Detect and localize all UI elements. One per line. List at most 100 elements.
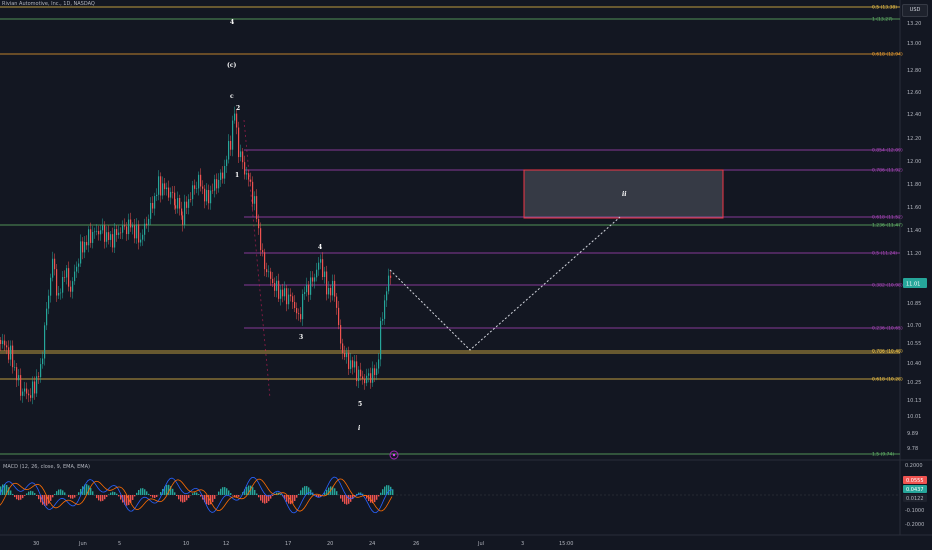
candle-body [340,325,342,344]
candle-body [86,241,88,246]
price-tick: 10.13 [907,398,921,404]
macd-bar [246,486,248,495]
macd-bar [84,484,86,495]
alert-marker-icon[interactable] [389,450,399,460]
candle-body [350,360,352,369]
time-tick: 24 [369,541,375,547]
fib-label: 1.236 (11.47) [872,223,903,229]
macd-bar [178,495,180,500]
trend-dashed-line [243,119,271,399]
macd-bar [186,495,188,501]
fib-label: 0.236 (10.65) [872,326,903,332]
signal-value: 0.0437 [906,487,924,493]
time-tick: 15:00 [559,541,573,547]
candle-body [236,113,238,128]
macd-bar [356,493,358,495]
candle-body [240,151,242,158]
macd-bar [382,489,384,495]
price-axis[interactable]: 13.20 13.00 12.80 12.60 12.40 12.20 12.00 11.80… [907,21,921,452]
candle-body [6,345,8,348]
candle-body [294,302,296,309]
candle-body [280,289,282,299]
candle-body [78,263,80,267]
macd-bar [254,489,256,495]
candle-body [324,271,326,278]
candle-body [300,314,302,320]
symbol-title[interactable]: Rivian Automotive, Inc., 1D, NASDAQ [2,1,95,7]
macd-bar [286,495,288,502]
candle-body [166,187,168,190]
fib-levels: 0.5 (13.38) 1 (13.27) 0.618 (12.94) 0.854 (… [0,5,903,458]
candle-body [270,271,272,279]
macd-bar [294,495,296,501]
macd-bar [30,490,32,495]
macd-bar [258,495,260,498]
macd-bar [224,487,226,495]
macd-bar [296,495,298,498]
candle-body [162,183,164,196]
macd-bar [78,492,80,495]
macd-line [0,476,393,514]
macd-bar [346,495,348,505]
target-zone[interactable] [523,169,724,219]
candle-body [14,367,16,368]
macd-bar [138,490,140,495]
macd-bar [72,495,74,499]
macd-bar [104,495,106,500]
candle-body [138,224,140,243]
macd-bar [194,492,196,495]
macd-bar [170,486,172,495]
macd-indicator-title[interactable]: MACD (12, 26, close, 9, EMA, EMA) [3,464,90,470]
candle-body [374,368,376,375]
zone-label-ii: ii [622,191,627,198]
candle-body [234,113,236,121]
candle-body [378,359,380,369]
candle-body [116,229,118,235]
macd-bar [266,495,268,503]
candle-body [179,198,181,209]
candle-body [134,225,136,239]
candle-body [310,277,312,295]
time-tick: 20 [327,541,333,547]
macd-bar [0,486,2,495]
currency-button[interactable]: USD [902,4,928,17]
candle-body [172,191,174,193]
candle-body [354,361,356,368]
candle-body [92,231,94,243]
candle-body [76,266,78,272]
time-axis[interactable]: 30 Jun 5 10 12 17 20 24 26 Jul 3 15:00 [33,541,573,547]
macd-bar [342,495,344,502]
candle-body [256,196,258,220]
candle-body [210,190,212,204]
candle-body [184,201,186,225]
time-tick: 3 [521,541,524,547]
candle-body [130,219,132,228]
macd-bar [392,489,394,495]
macd-bar [340,495,342,499]
macd-bar [354,495,356,497]
candle-body [322,259,324,278]
price-tick: 12.80 [907,68,921,74]
candle-body [174,192,176,206]
candle-body [246,173,248,175]
candle-body [222,172,224,179]
macd-bar [326,489,328,495]
candle-body [88,229,90,246]
price-pane[interactable] [0,0,900,460]
time-tick: 10 [183,541,189,547]
macd-bar [106,495,108,497]
macd-bar [58,489,60,495]
time-tick: 5 [118,541,121,547]
candle-body [290,294,292,297]
macd-bar [56,491,58,495]
wave-label-1: 1 [235,172,239,179]
candle-body [200,174,202,187]
candle-body [44,325,46,359]
macd-bar [140,488,142,495]
candle-body [202,186,204,189]
candle-body [332,280,334,296]
macd-bar [372,495,374,504]
candle-body [334,280,336,297]
candle-body [40,364,42,378]
